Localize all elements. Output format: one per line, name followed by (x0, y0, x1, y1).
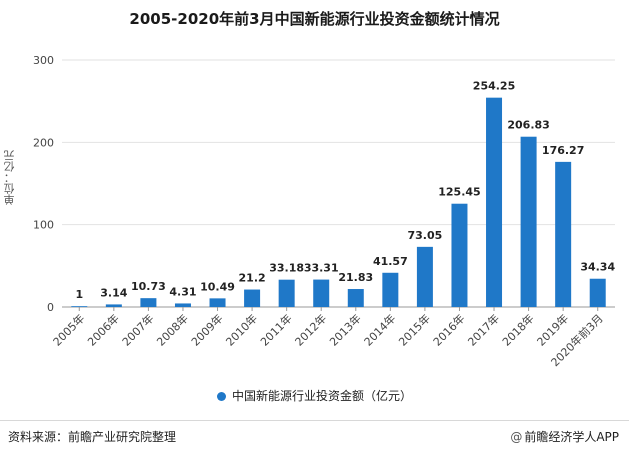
bar (140, 298, 157, 307)
data-label: 10.73 (131, 280, 166, 293)
bar (209, 298, 226, 307)
x-tick-label: 2008年 (154, 311, 191, 348)
bar (105, 304, 122, 307)
bar (589, 278, 606, 307)
x-tick-label: 2010年 (223, 311, 260, 348)
data-label: 3.14 (100, 286, 127, 299)
legend: 中国新能源行业投资金额（亿元） (0, 387, 629, 404)
y-tick-label: 100 (33, 219, 54, 232)
x-tick-label: 2009年 (188, 311, 225, 348)
y-axis-label-text: 单位：亿元 (3, 150, 16, 205)
data-label: 10.49 (200, 280, 235, 293)
legend-swatch (216, 392, 226, 401)
bar (416, 246, 433, 307)
bar (278, 279, 295, 307)
data-label: 254.25 (473, 80, 515, 93)
x-tick-label: 2015年 (396, 311, 433, 348)
bar (486, 97, 503, 307)
bar (244, 289, 261, 307)
bar (382, 272, 399, 307)
at-icon: @ (510, 430, 523, 444)
x-tick-label: 2012年 (292, 311, 329, 348)
footer-brand: @ 前瞻经济学人APP (510, 428, 619, 445)
x-tick-label: 2005年 (50, 311, 87, 348)
data-label: 21.2 (239, 272, 266, 285)
x-tick-label: 2011年 (257, 311, 294, 348)
x-tick-label: 2006年 (84, 311, 121, 348)
data-label: 125.45 (438, 186, 480, 199)
data-label: 34.34 (580, 261, 615, 274)
data-label: 41.57 (373, 255, 408, 268)
x-tick-label: 2014年 (361, 311, 398, 348)
x-tick-label: 2013年 (326, 311, 363, 348)
data-label: 33.31 (304, 262, 339, 275)
bar (520, 136, 537, 307)
data-label: 73.05 (408, 229, 443, 242)
y-tick-label: 200 (33, 136, 54, 149)
footer-divider (0, 420, 629, 421)
data-label: 4.31 (169, 285, 196, 298)
x-tick-label: 2017年 (465, 311, 502, 348)
y-tick-label: 0 (47, 301, 54, 314)
y-tick-label: 300 (33, 54, 54, 67)
bar (174, 303, 191, 307)
data-label: 33.18 (269, 262, 304, 275)
x-tick-label: 2016年 (430, 311, 467, 348)
bar (71, 306, 88, 307)
bar (347, 289, 364, 307)
brand-name: 前瞻经济学人APP (524, 430, 619, 444)
data-label: 1 (75, 288, 83, 301)
data-label: 176.27 (542, 144, 584, 157)
legend-label: 中国新能源行业投资金额（亿元） (231, 389, 412, 403)
bar (451, 203, 468, 307)
chart-title: 2005-2020年前3月中国新能源行业投资金额统计情况 (129, 10, 500, 28)
x-tick-label: 2018年 (499, 311, 536, 348)
data-label: 21.83 (338, 271, 373, 284)
source-note: 资料来源：前瞻产业研究院整理 (8, 430, 177, 444)
data-label: 206.83 (507, 119, 549, 132)
bar (313, 279, 330, 307)
bar (555, 161, 572, 307)
x-tick-label: 2007年 (119, 311, 156, 348)
y-axis-label: 单位：亿元 (2, 150, 26, 240)
